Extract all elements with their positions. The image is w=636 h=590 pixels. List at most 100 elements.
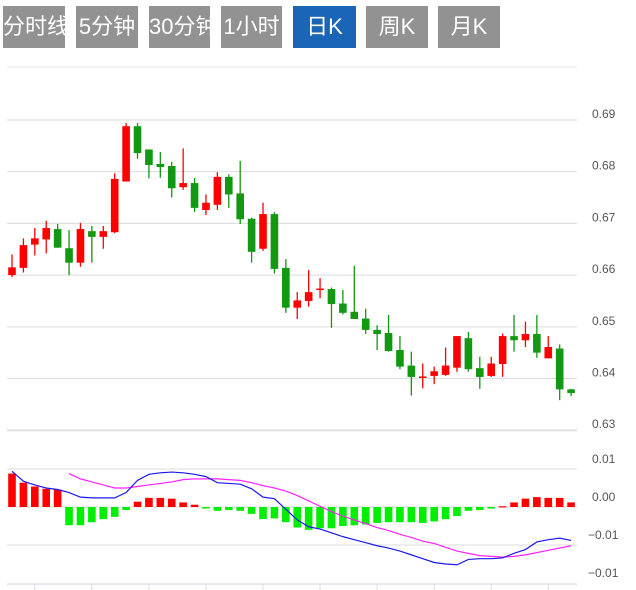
candle-body	[156, 163, 165, 168]
candle-body	[167, 166, 176, 189]
macd-bar	[8, 473, 16, 507]
candle-body	[8, 267, 16, 276]
tab-timeshare[interactable]: 分时线	[3, 6, 65, 48]
macd-bar	[145, 497, 153, 507]
candle-body	[544, 346, 553, 359]
macd-bar	[99, 507, 108, 520]
tab-weekly-k[interactable]: 周K	[366, 6, 428, 48]
tab-daily-k[interactable]: 日K	[293, 6, 356, 48]
price-tick-label: 0.65	[592, 314, 616, 328]
dif-line	[11, 470, 572, 566]
candle-body	[179, 183, 187, 188]
candle	[76, 222, 85, 267]
macd-bar	[133, 501, 142, 507]
macd-axis-labels: 0.01 0.00 −0.01 −0.01	[588, 452, 619, 580]
candle-body	[304, 292, 313, 301]
tab-monthly-k[interactable]: 月K	[438, 6, 500, 48]
candle-body	[430, 371, 438, 376]
candle-body	[110, 178, 119, 233]
candle	[464, 331, 473, 372]
candle	[476, 356, 484, 389]
candle-body	[122, 126, 130, 182]
macd-tick-label: 0.00	[592, 490, 616, 504]
candle-body	[327, 289, 336, 305]
candle	[122, 123, 130, 182]
macd-bar	[498, 506, 507, 508]
price-axis-labels: 0.69 0.68 0.67 0.66 0.65 0.64 0.63	[592, 107, 616, 431]
candle	[99, 225, 108, 249]
macd-bar	[224, 507, 233, 511]
macd-grid	[7, 468, 577, 585]
tab-30min[interactable]: 30分钟	[149, 6, 210, 48]
candle	[167, 161, 176, 198]
candle-body	[498, 336, 507, 365]
macd-bar	[65, 507, 73, 526]
candle	[133, 123, 142, 159]
candle-body	[88, 231, 96, 237]
candle-body	[521, 334, 530, 341]
tab-5min[interactable]: 5分钟	[76, 6, 138, 48]
macd-bar	[430, 507, 438, 522]
candle	[179, 148, 187, 190]
tab-1hour[interactable]: 1小时	[221, 6, 282, 48]
macd-bar	[76, 507, 85, 526]
macd-bar	[373, 507, 381, 523]
candle-body	[99, 231, 108, 237]
macd-lines	[11, 470, 572, 566]
candle	[65, 230, 73, 276]
candle	[418, 363, 427, 389]
candle-body	[441, 365, 450, 375]
candle-body	[202, 202, 210, 210]
candle	[327, 287, 336, 328]
macd-bar	[236, 507, 244, 511]
candle	[259, 202, 267, 251]
candle-body	[65, 248, 73, 263]
candle	[316, 278, 324, 299]
macd-bar	[110, 507, 119, 517]
candle	[510, 314, 518, 352]
candle	[236, 160, 244, 224]
macd-bar	[53, 489, 62, 507]
candle-body	[42, 228, 51, 240]
candle	[384, 314, 393, 352]
candle-body	[384, 333, 393, 352]
macd-bar	[396, 507, 404, 523]
candle-body	[236, 193, 244, 220]
macd-bar	[316, 507, 324, 529]
candle	[202, 194, 210, 216]
candle	[533, 314, 541, 358]
price-tick-label: 0.69	[592, 107, 616, 121]
macd-bar	[384, 507, 393, 523]
candle	[213, 172, 222, 210]
candle-body	[373, 329, 381, 335]
candle	[407, 351, 416, 396]
candle	[8, 254, 16, 278]
candle	[190, 177, 199, 213]
candle-body	[476, 368, 484, 377]
macd-bar	[42, 488, 51, 507]
candle-body	[270, 214, 279, 269]
macd-bar	[167, 498, 176, 507]
macd-tick-label: −0.01	[588, 528, 619, 542]
candle-body	[293, 300, 302, 308]
macd-bar	[270, 507, 279, 519]
candle-body	[213, 176, 222, 205]
candle	[247, 217, 256, 263]
macd-bar	[441, 507, 450, 520]
macd-bar	[327, 507, 336, 529]
macd-histogram	[8, 473, 575, 530]
candle	[441, 347, 450, 376]
macd-tick-label: −0.01	[588, 566, 619, 580]
candle-body	[190, 183, 199, 208]
candle-body	[533, 334, 541, 353]
candle	[430, 366, 438, 385]
candle-body	[350, 311, 359, 320]
candle-body	[464, 338, 473, 370]
candle-body	[407, 365, 416, 377]
candle	[350, 265, 359, 320]
macd-tick-label: 0.01	[592, 452, 616, 466]
macd-bar	[350, 507, 359, 526]
macd-bar	[567, 502, 575, 507]
candle	[567, 388, 575, 397]
